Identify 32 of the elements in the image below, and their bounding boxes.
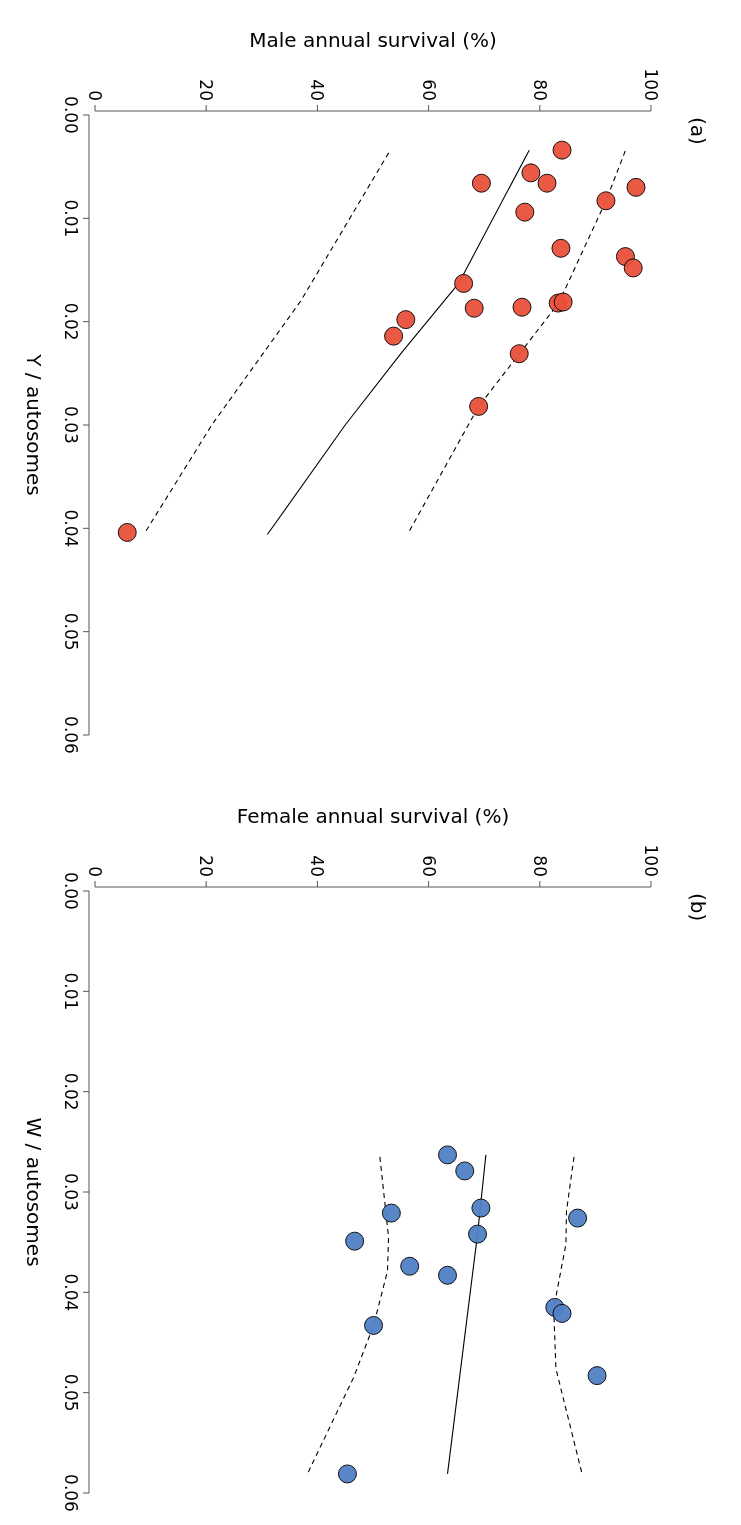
y-tick-label: 0.02 — [61, 1072, 82, 1111]
x-tick-label: 80 — [529, 79, 550, 101]
text: (a) — [686, 117, 710, 145]
y-tick-label: 0.03 — [61, 406, 82, 444]
x-tick-label: 100 — [641, 844, 662, 877]
x-axis-title: Female annual survival (%) — [236, 804, 510, 828]
y-tick-label: 0.00 — [61, 872, 82, 910]
y-tick-label: 0.04 — [61, 1273, 82, 1312]
y-tick-label: 0.03 — [61, 1173, 82, 1211]
y-tick-label: 0.05 — [61, 1373, 82, 1412]
x-tick-label: 80 — [529, 855, 550, 877]
x-tick-label: 60 — [418, 79, 439, 101]
y-tick-label: 0.01 — [61, 199, 82, 238]
x-tick-label: 100 — [641, 68, 662, 101]
x-axis-title: Male annual survival (%) — [249, 28, 497, 52]
x-tick-label: 0 — [85, 90, 106, 101]
x-tick-label: 40 — [307, 855, 328, 877]
y-axis-title: W / autosomes — [22, 1117, 46, 1267]
y-axis-title: Y / autosomes — [22, 353, 46, 496]
x-tick-label: 60 — [418, 855, 439, 877]
y-tick-label: 0.04 — [61, 509, 82, 548]
y-tick-label: 0.01 — [61, 972, 82, 1011]
x-tick-label: 20 — [196, 79, 217, 101]
x-tick-label: 0 — [85, 866, 106, 877]
x-tick-label: 40 — [307, 79, 328, 101]
x-tick-label: 20 — [196, 855, 217, 877]
y-tick-label: 0.00 — [61, 96, 82, 134]
y-tick-label: 0.05 — [61, 612, 82, 651]
y-tick-label: 0.06 — [61, 1474, 82, 1512]
text: (b) — [686, 893, 710, 922]
y-tick-label: 0.06 — [61, 716, 82, 754]
y-tick-label: 0.02 — [61, 302, 82, 341]
